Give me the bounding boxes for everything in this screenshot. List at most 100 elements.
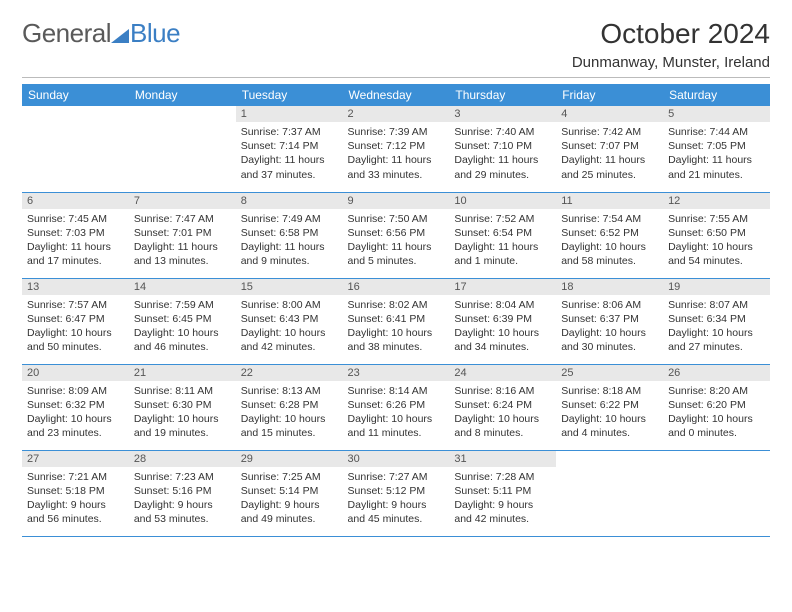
sunset-line: Sunset: 6:39 PM — [454, 312, 551, 326]
sunrise-line: Sunrise: 7:54 AM — [561, 212, 658, 226]
daylight-line: Daylight: 10 hours and 11 minutes. — [348, 412, 445, 440]
day-details: Sunrise: 7:42 AMSunset: 7:07 PMDaylight:… — [556, 124, 663, 185]
daylight-line: Daylight: 11 hours and 5 minutes. — [348, 240, 445, 268]
day-details: Sunrise: 8:09 AMSunset: 6:32 PMDaylight:… — [22, 383, 129, 444]
calendar-cell: 24 Sunrise: 8:16 AMSunset: 6:24 PMDayligh… — [449, 364, 556, 450]
sunrise-line: Sunrise: 7:50 AM — [348, 212, 445, 226]
sunset-line: Sunset: 6:52 PM — [561, 226, 658, 240]
sunset-line: Sunset: 7:01 PM — [134, 226, 231, 240]
day-number: 25 — [556, 365, 663, 381]
sunset-line: Sunset: 6:45 PM — [134, 312, 231, 326]
sunrise-line: Sunrise: 7:39 AM — [348, 125, 445, 139]
day-number: 16 — [343, 279, 450, 295]
weekday-header: Monday — [129, 84, 236, 106]
day-details: Sunrise: 7:37 AMSunset: 7:14 PMDaylight:… — [236, 124, 343, 185]
day-details: Sunrise: 7:55 AMSunset: 6:50 PMDaylight:… — [663, 211, 770, 272]
sunset-line: Sunset: 6:26 PM — [348, 398, 445, 412]
calendar-cell: 10Sunrise: 7:52 AMSunset: 6:54 PMDayligh… — [449, 192, 556, 278]
day-details: Sunrise: 8:00 AMSunset: 6:43 PMDaylight:… — [236, 297, 343, 358]
calendar-week-row: 1Sunrise: 7:37 AMSunset: 7:14 PMDaylight… — [22, 106, 770, 192]
calendar-cell: 9Sunrise: 7:50 AMSunset: 6:56 PMDaylight… — [343, 192, 450, 278]
daylight-line: Daylight: 10 hours and 58 minutes. — [561, 240, 658, 268]
day-number: 22 — [236, 365, 343, 381]
sunset-line: Sunset: 6:32 PM — [27, 398, 124, 412]
sunrise-line: Sunrise: 7:37 AM — [241, 125, 338, 139]
sunset-line: Sunset: 6:41 PM — [348, 312, 445, 326]
logo-text-right: Blue — [130, 18, 180, 49]
sunrise-line: Sunrise: 7:52 AM — [454, 212, 551, 226]
sunset-line: Sunset: 5:16 PM — [134, 484, 231, 498]
sunrise-line: Sunrise: 7:23 AM — [134, 470, 231, 484]
day-details: Sunrise: 7:23 AMSunset: 5:16 PMDaylight:… — [129, 469, 236, 530]
day-details: Sunrise: 8:02 AMSunset: 6:41 PMDaylight:… — [343, 297, 450, 358]
sunrise-line: Sunrise: 7:47 AM — [134, 212, 231, 226]
daylight-line: Daylight: 9 hours and 53 minutes. — [134, 498, 231, 526]
sunset-line: Sunset: 7:07 PM — [561, 139, 658, 153]
day-number: 29 — [236, 451, 343, 467]
day-number: 15 — [236, 279, 343, 295]
day-number: 31 — [449, 451, 556, 467]
sunrise-line: Sunrise: 7:55 AM — [668, 212, 765, 226]
daylight-line: Daylight: 9 hours and 42 minutes. — [454, 498, 551, 526]
calendar-cell: 23Sunrise: 8:14 AMSunset: 6:26 PMDayligh… — [343, 364, 450, 450]
logo-text-left: General — [22, 18, 111, 49]
weekday-header: Wednesday — [343, 84, 450, 106]
day-details: Sunrise: 8:16 AMSunset: 6:24 PMDaylight:… — [449, 383, 556, 444]
sunset-line: Sunset: 7:05 PM — [668, 139, 765, 153]
sunrise-line: Sunrise: 8:18 AM — [561, 384, 658, 398]
day-number: 4 — [556, 106, 663, 122]
day-details: Sunrise: 7:40 AMSunset: 7:10 PMDaylight:… — [449, 124, 556, 185]
day-details: Sunrise: 7:45 AMSunset: 7:03 PMDaylight:… — [22, 211, 129, 272]
calendar-cell: 28Sunrise: 7:23 AMSunset: 5:16 PMDayligh… — [129, 450, 236, 536]
sunset-line: Sunset: 5:12 PM — [348, 484, 445, 498]
sunrise-line: Sunrise: 8:07 AM — [668, 298, 765, 312]
sunset-line: Sunset: 7:10 PM — [454, 139, 551, 153]
daylight-line: Daylight: 10 hours and 46 minutes. — [134, 326, 231, 354]
daylight-line: Daylight: 11 hours and 1 minute. — [454, 240, 551, 268]
day-details: Sunrise: 7:44 AMSunset: 7:05 PMDaylight:… — [663, 124, 770, 185]
sunrise-line: Sunrise: 7:42 AM — [561, 125, 658, 139]
calendar-cell: 6Sunrise: 7:45 AMSunset: 7:03 PMDaylight… — [22, 192, 129, 278]
day-number: 30 — [343, 451, 450, 467]
calendar-cell: 12Sunrise: 7:55 AMSunset: 6:50 PMDayligh… — [663, 192, 770, 278]
day-details: Sunrise: 7:39 AMSunset: 7:12 PMDaylight:… — [343, 124, 450, 185]
day-details: Sunrise: 7:27 AMSunset: 5:12 PMDaylight:… — [343, 469, 450, 530]
sunset-line: Sunset: 6:28 PM — [241, 398, 338, 412]
daylight-line: Daylight: 11 hours and 37 minutes. — [241, 153, 338, 181]
daylight-line: Daylight: 10 hours and 42 minutes. — [241, 326, 338, 354]
calendar-cell: 22Sunrise: 8:13 AMSunset: 6:28 PMDayligh… — [236, 364, 343, 450]
sunrise-line: Sunrise: 8:11 AM — [134, 384, 231, 398]
day-details: Sunrise: 8:18 AMSunset: 6:22 PMDaylight:… — [556, 383, 663, 444]
calendar-cell: 30 Sunrise: 7:27 AMSunset: 5:12 PMDayligh… — [343, 450, 450, 536]
daylight-line: Daylight: 10 hours and 0 minutes. — [668, 412, 765, 440]
day-details: Sunrise: 7:59 AMSunset: 6:45 PMDaylight:… — [129, 297, 236, 358]
weekday-header-row: Sunday Monday Tuesday Wednesday Thursday… — [22, 84, 770, 106]
day-details: Sunrise: 7:50 AMSunset: 6:56 PMDaylight:… — [343, 211, 450, 272]
sunset-line: Sunset: 7:03 PM — [27, 226, 124, 240]
day-details: Sunrise: 7:25 AMSunset: 5:14 PMDaylight:… — [236, 469, 343, 530]
calendar-cell: 25 Sunrise: 8:18 AMSunset: 6:22 PMDayligh… — [556, 364, 663, 450]
sunset-line: Sunset: 7:14 PM — [241, 139, 338, 153]
calendar-cell — [663, 450, 770, 536]
calendar-week-row: 6Sunrise: 7:45 AMSunset: 7:03 PMDaylight… — [22, 192, 770, 278]
day-number: 23 — [343, 365, 450, 381]
calendar-cell: 29 Sunrise: 7:25 AMSunset: 5:14 PMDayligh… — [236, 450, 343, 536]
sunrise-line: Sunrise: 7:21 AM — [27, 470, 124, 484]
daylight-line: Daylight: 11 hours and 21 minutes. — [668, 153, 765, 181]
sunrise-line: Sunrise: 7:27 AM — [348, 470, 445, 484]
sunset-line: Sunset: 6:24 PM — [454, 398, 551, 412]
calendar-cell: 13Sunrise: 7:57 AMSunset: 6:47 PMDayligh… — [22, 278, 129, 364]
daylight-line: Daylight: 10 hours and 54 minutes. — [668, 240, 765, 268]
daylight-line: Daylight: 11 hours and 25 minutes. — [561, 153, 658, 181]
calendar-cell: 14Sunrise: 7:59 AMSunset: 6:45 PMDayligh… — [129, 278, 236, 364]
daylight-line: Daylight: 10 hours and 50 minutes. — [27, 326, 124, 354]
sunrise-line: Sunrise: 7:59 AM — [134, 298, 231, 312]
sunrise-line: Sunrise: 7:25 AM — [241, 470, 338, 484]
calendar-cell: 31Sunrise: 7:28 AMSunset: 5:11 PMDayligh… — [449, 450, 556, 536]
day-number: 13 — [22, 279, 129, 295]
month-title: October 2024 — [572, 18, 770, 50]
sunset-line: Sunset: 6:22 PM — [561, 398, 658, 412]
day-number: 24 — [449, 365, 556, 381]
weekday-header: Sunday — [22, 84, 129, 106]
day-number: 19 — [663, 279, 770, 295]
